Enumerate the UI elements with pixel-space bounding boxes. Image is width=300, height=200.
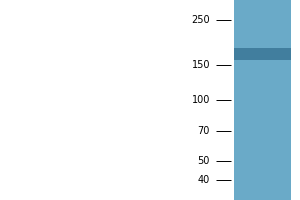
Text: kDa: kDa bbox=[209, 0, 229, 2]
Text: 150: 150 bbox=[191, 60, 210, 70]
Bar bbox=[234, 48, 291, 60]
Bar bbox=[234, 0, 291, 200]
Text: 100: 100 bbox=[192, 95, 210, 105]
Text: 250: 250 bbox=[191, 15, 210, 25]
Text: 50: 50 bbox=[198, 156, 210, 166]
Text: 40: 40 bbox=[198, 175, 210, 185]
Text: 70: 70 bbox=[198, 126, 210, 136]
